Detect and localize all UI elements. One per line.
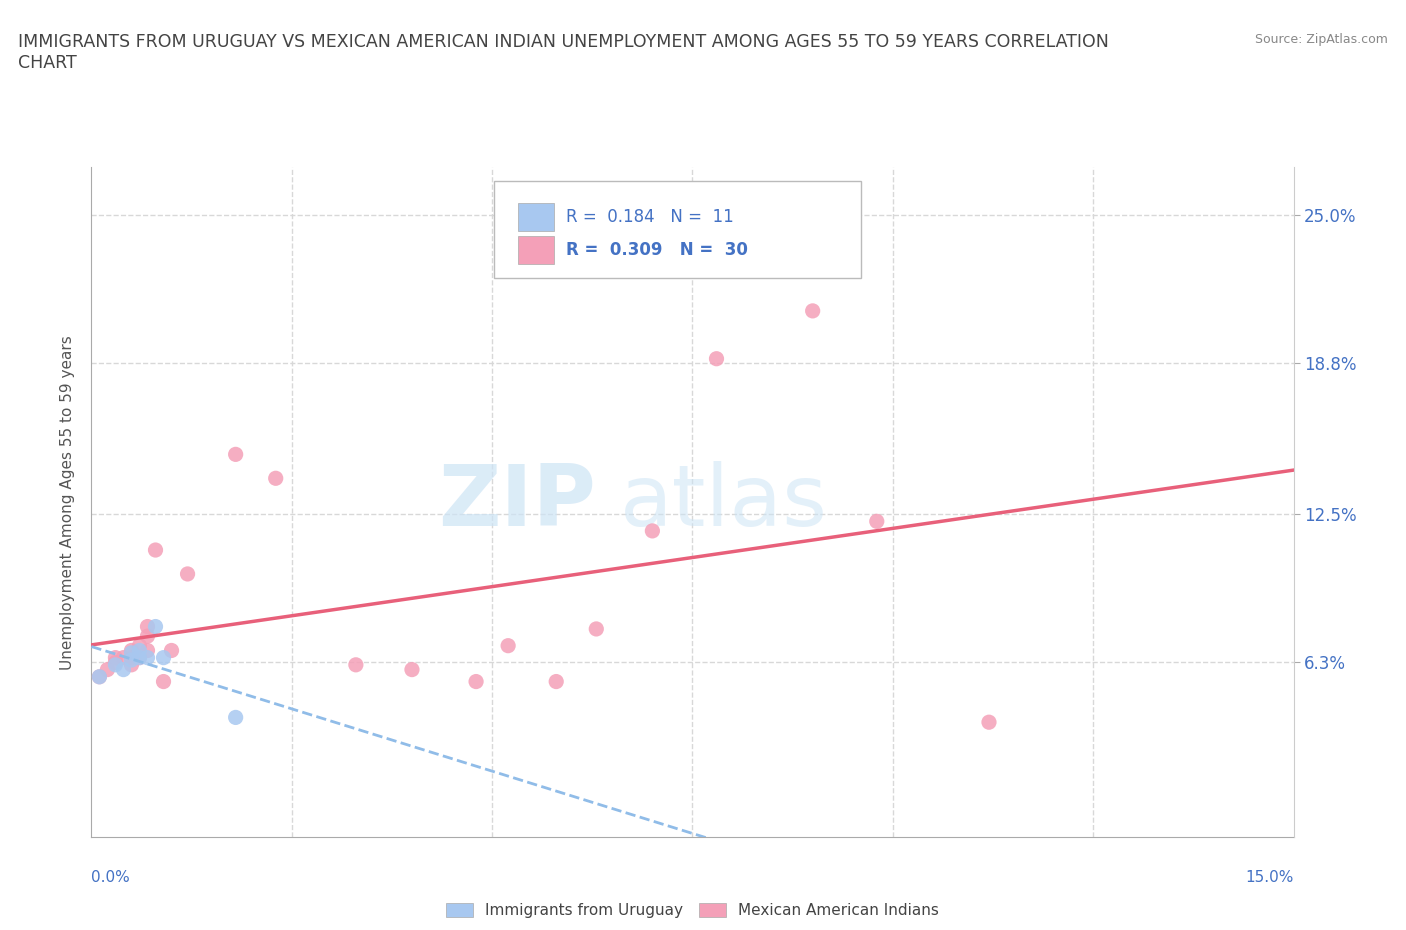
Text: R =  0.184   N =  11: R = 0.184 N = 11 [567,208,734,226]
Point [977,715,1000,730]
Point [128,650,150,665]
Point [264,471,287,485]
Point [152,650,174,665]
Point [104,658,127,672]
Point [104,655,127,670]
Text: ZIP: ZIP [439,460,596,544]
Text: CHART: CHART [18,54,77,72]
Point [546,674,568,689]
Point [121,653,143,668]
Point [225,710,247,724]
Point [112,662,135,677]
Point [160,643,183,658]
Point [89,670,111,684]
Point [401,662,423,677]
Text: IMMIGRANTS FROM URUGUAY VS MEXICAN AMERICAN INDIAN UNEMPLOYMENT AMONG AGES 55 TO: IMMIGRANTS FROM URUGUAY VS MEXICAN AMERI… [18,33,1109,50]
Point [176,566,198,581]
Point [145,542,167,557]
Point [136,650,159,665]
Legend: Immigrants from Uruguay, Mexican American Indians: Immigrants from Uruguay, Mexican America… [440,897,945,924]
FancyBboxPatch shape [519,236,554,264]
Point [136,629,159,644]
Point [496,638,519,653]
Point [128,638,150,653]
Point [104,650,127,665]
Text: 0.0%: 0.0% [91,870,131,884]
Point [152,674,174,689]
Text: atlas: atlas [620,460,828,544]
Point [96,662,118,677]
Point [121,650,143,665]
Y-axis label: Unemployment Among Ages 55 to 59 years: Unemployment Among Ages 55 to 59 years [60,335,76,670]
Point [128,643,150,658]
Point [225,447,247,462]
Point [112,650,135,665]
Point [706,352,728,366]
FancyBboxPatch shape [494,180,860,278]
Point [128,650,150,665]
Point [641,524,664,538]
Point [866,514,889,529]
Point [145,619,167,634]
FancyBboxPatch shape [519,203,554,231]
Point [121,658,143,672]
Point [121,643,143,658]
Point [121,645,143,660]
Point [465,674,488,689]
Point [585,621,607,636]
Text: 15.0%: 15.0% [1246,870,1294,884]
Point [801,303,824,318]
Text: Source: ZipAtlas.com: Source: ZipAtlas.com [1254,33,1388,46]
Point [136,619,159,634]
Point [136,643,159,658]
Text: R =  0.309   N =  30: R = 0.309 N = 30 [567,242,748,259]
Point [89,670,111,684]
Point [344,658,367,672]
